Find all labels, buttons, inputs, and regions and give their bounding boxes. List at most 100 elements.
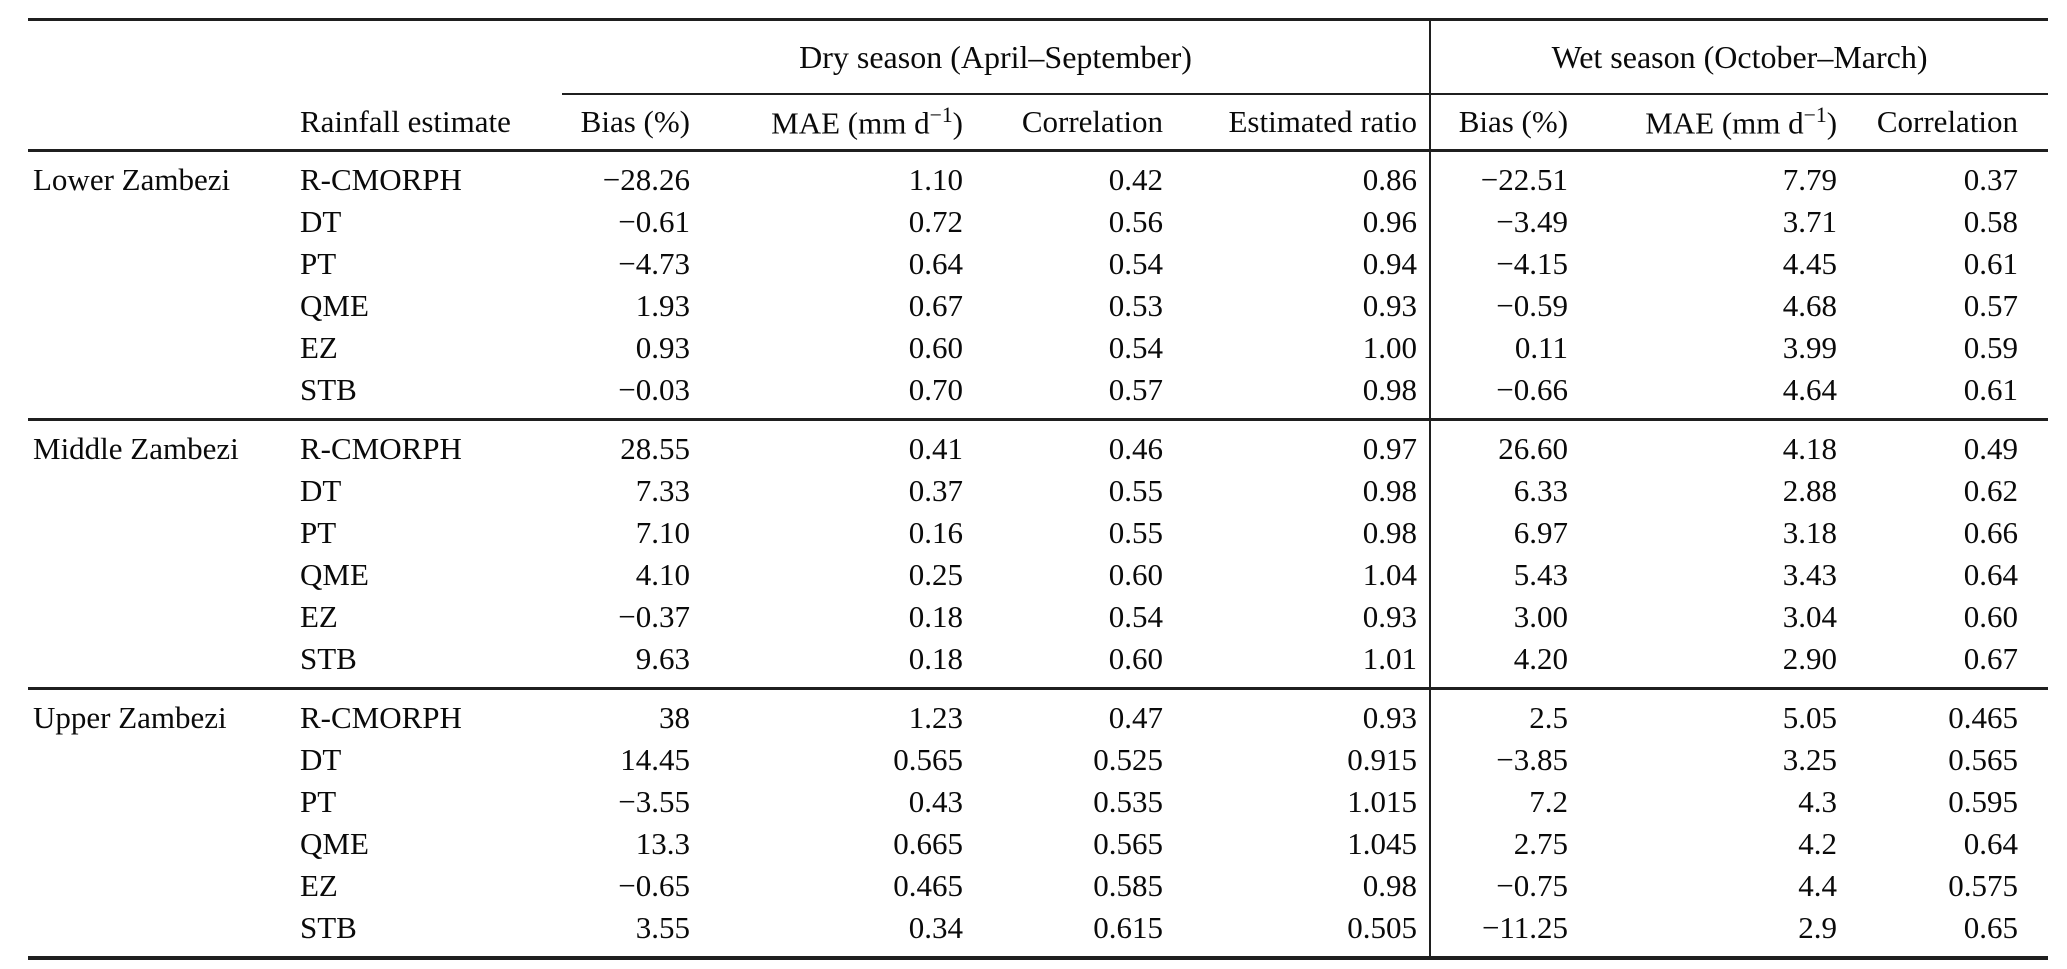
value-cell: 4.68	[1782, 288, 1838, 323]
table-row: EZ −0.37 0.18 0.54 0.93 3.00 3.04 0.60	[28, 596, 2048, 638]
value-cell: 6.97	[1429, 512, 1571, 554]
region-section: Upper Zambezi R-CMORPH 38 1.23 0.47 0.93 2.5 5.…	[28, 687, 2049, 960]
value-cell: 0.41	[698, 418, 968, 470]
value-cell: 0.37	[1963, 162, 2019, 197]
region-cell	[28, 638, 300, 689]
value-cell: 4.4	[1798, 868, 1838, 903]
dry-mae-label: MAE (mm d	[771, 105, 930, 141]
value-cell: 0.67	[908, 288, 963, 323]
value-cell: 2.88	[1782, 473, 1838, 508]
value-cell: 0.465	[1842, 687, 2049, 739]
estimate-cell: DT	[300, 742, 342, 777]
value-cell: 0.53	[1108, 288, 1163, 323]
table-row: QME 1.93 0.67 0.53 0.93 −0.59 4.68 0.57	[28, 285, 2048, 327]
table-row: STB 9.63 0.18 0.60 1.01 4.20 2.90 0.67	[28, 638, 2048, 689]
value-cell: −3.55	[618, 784, 690, 819]
value-cell: 0.93	[1362, 288, 1418, 323]
value-cell: 3.43	[1782, 557, 1838, 592]
value-cell: 1.00	[1362, 330, 1418, 365]
value-cell: 5.43	[1429, 554, 1571, 596]
dry-mae-superscript: −1	[929, 102, 953, 127]
value-cell: 0.595	[1948, 784, 2019, 819]
value-cell: 0.72	[908, 204, 963, 239]
region-cell: Upper Zambezi	[28, 687, 300, 739]
value-cell: −11.25	[1429, 907, 1571, 960]
wet-bias-header: Bias (%)	[1429, 94, 1571, 152]
value-cell: 4.45	[1782, 246, 1838, 281]
table-row: QME 4.10 0.25 0.60 1.04 5.43 3.43 0.64	[28, 554, 2048, 596]
estimate-cell: R-CMORPH	[300, 687, 562, 739]
rainfall-estimate-header: Rainfall estimate	[300, 94, 562, 152]
value-cell: 5.05	[1570, 687, 1843, 739]
value-cell: 0.60	[1108, 641, 1163, 676]
value-cell: 0.55	[1108, 473, 1163, 508]
value-cell: 0.55	[1108, 515, 1163, 550]
wet-mae-label: MAE (mm d	[1645, 105, 1804, 141]
value-cell: 0.465	[893, 868, 963, 903]
table-row: DT 7.33 0.37 0.55 0.98 6.33 2.88 0.62	[28, 470, 2048, 512]
region-cell	[28, 369, 300, 420]
table-row: Lower Zambezi R-CMORPH −28.26 1.10 0.42 0.86−…	[28, 150, 2048, 201]
value-cell: 0.56	[1108, 204, 1163, 239]
value-cell: 2.5	[1429, 687, 1571, 739]
estimate-cell: STB	[300, 372, 357, 407]
dry-season-header: Dry season (April–September)	[562, 18, 1431, 95]
value-cell: 1.045	[1347, 826, 1418, 861]
estimate-cell: QME	[300, 557, 369, 592]
value-cell: 0.60	[1963, 599, 2019, 634]
estimate-cell: QME	[300, 826, 369, 861]
value-cell: 0.60	[1108, 557, 1163, 592]
value-cell: 0.60	[908, 330, 963, 365]
value-cell: 0.18	[908, 641, 963, 676]
value-cell: 1.04	[1362, 557, 1418, 592]
region-cell	[28, 781, 300, 823]
season-header-row: Dry season (April–September) Wet season …	[28, 18, 2049, 95]
value-cell: 0.94	[1362, 246, 1418, 281]
value-cell: 28.55	[562, 418, 698, 470]
region-cell	[28, 739, 300, 781]
value-cell: 0.25	[908, 557, 963, 592]
value-cell: −0.61	[618, 204, 690, 239]
value-cell: 0.67	[1963, 641, 2019, 676]
value-cell: 0.58	[1963, 204, 2019, 239]
corner-spacer	[28, 18, 562, 94]
value-cell: −0.66	[1429, 369, 1571, 420]
value-cell: 1.93	[635, 288, 690, 323]
value-cell: −0.37	[618, 599, 690, 634]
value-cell: 0.505	[1168, 907, 1431, 960]
wet-season-header: Wet season (October–March)	[1429, 18, 2049, 95]
value-cell: 0.525	[1093, 742, 1163, 777]
value-cell: 3.99	[1782, 330, 1838, 365]
value-cell: 0.54	[1108, 330, 1163, 365]
value-cell: 1.01	[1362, 641, 1418, 676]
value-cell: 0.66	[1963, 515, 2019, 550]
wet-correlation-header: Correlation	[1842, 94, 2049, 152]
wet-mae-label-close: )	[1826, 105, 1838, 141]
value-cell: 1.10	[908, 162, 963, 197]
value-cell: 0.915	[1347, 742, 1418, 777]
column-header-row: Rainfall estimate Bias (%) MAE (mm d−1) …	[28, 94, 2049, 152]
value-cell: 0.43	[908, 784, 963, 819]
value-cell: 0.46	[968, 418, 1168, 470]
estimate-cell: EZ	[300, 330, 338, 365]
value-cell: 0.49	[1842, 418, 2049, 470]
value-cell: 0.98	[1362, 372, 1418, 407]
table-row: EZ −0.65 0.465 0.585 0.98 −0.75 4.4 0.575	[28, 865, 2048, 907]
dry-bias-header: Bias (%)	[562, 94, 698, 152]
value-cell: 2.75	[1429, 823, 1571, 865]
value-cell: 7.10	[635, 515, 690, 550]
value-cell: 4.18	[1570, 418, 1843, 470]
value-cell: 0.64	[908, 246, 963, 281]
estimate-cell: EZ	[300, 599, 338, 634]
table-row: PT 7.10 0.16 0.55 0.98 6.97 3.18 0.66	[28, 512, 2048, 554]
table-row: PT −4.73 0.64 0.54 0.94 −4.15 4.45 0.61	[28, 243, 2048, 285]
value-cell: 0.565	[1948, 742, 2019, 777]
region-cell	[28, 512, 300, 554]
value-cell: 0.70	[908, 372, 963, 407]
value-cell: 2.90	[1782, 641, 1838, 676]
value-cell: 0.86	[1362, 162, 1418, 197]
value-cell: −3.49	[1429, 201, 1571, 243]
value-cell: 3.00	[1429, 596, 1571, 638]
table-row: QME 13.3 0.665 0.565 1.045 2.75 4.2 0.64	[28, 823, 2048, 865]
